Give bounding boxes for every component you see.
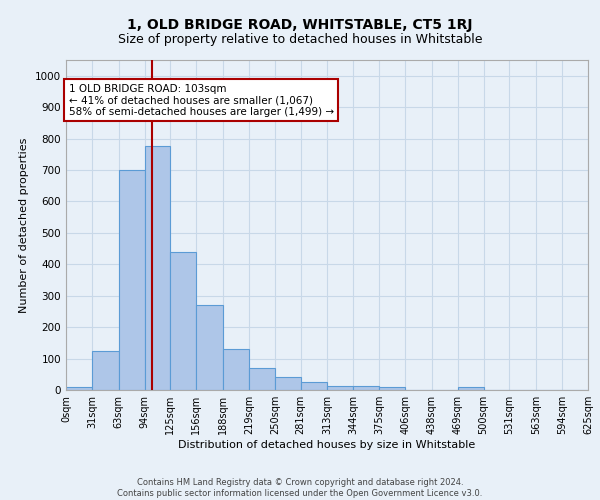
Bar — [328, 386, 353, 390]
Y-axis label: Number of detached properties: Number of detached properties — [19, 138, 29, 312]
Text: 1 OLD BRIDGE ROAD: 103sqm
← 41% of detached houses are smaller (1,067)
58% of se: 1 OLD BRIDGE ROAD: 103sqm ← 41% of detac… — [68, 84, 334, 117]
Bar — [301, 382, 328, 390]
Text: 1, OLD BRIDGE ROAD, WHITSTABLE, CT5 1RJ: 1, OLD BRIDGE ROAD, WHITSTABLE, CT5 1RJ — [127, 18, 473, 32]
Bar — [170, 252, 196, 390]
Text: Contains HM Land Registry data © Crown copyright and database right 2024.
Contai: Contains HM Land Registry data © Crown c… — [118, 478, 482, 498]
Bar — [119, 170, 145, 390]
Bar — [249, 368, 275, 390]
Bar — [379, 388, 405, 390]
Text: Size of property relative to detached houses in Whitstable: Size of property relative to detached ho… — [118, 32, 482, 46]
Bar — [223, 349, 249, 390]
X-axis label: Distribution of detached houses by size in Whitstable: Distribution of detached houses by size … — [178, 440, 476, 450]
Bar — [458, 387, 484, 390]
Bar — [275, 378, 301, 390]
Bar — [92, 352, 119, 390]
Bar — [66, 388, 92, 390]
Bar — [196, 305, 223, 390]
Bar — [353, 386, 379, 390]
Bar — [145, 146, 170, 390]
